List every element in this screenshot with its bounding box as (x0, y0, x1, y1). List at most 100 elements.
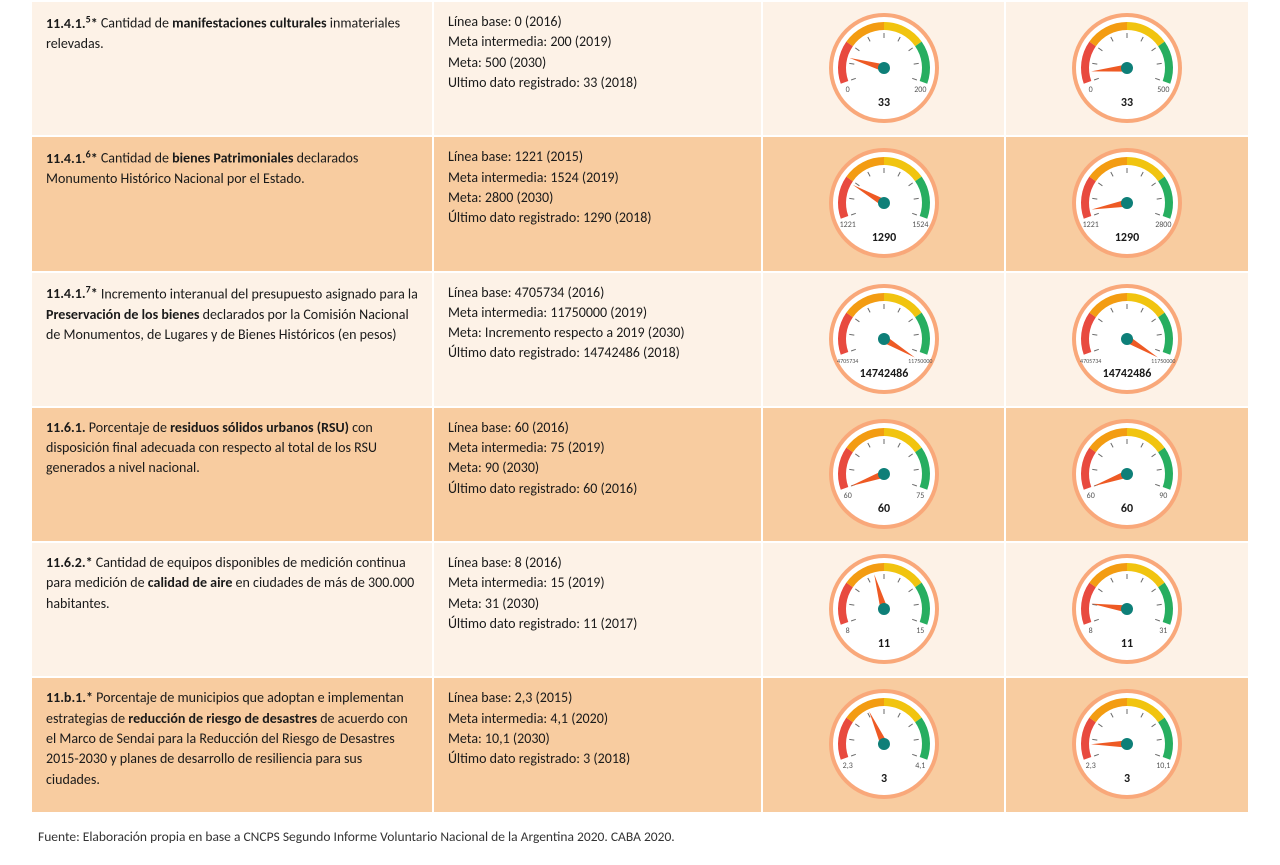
meta: Meta: 500 (2030) (448, 53, 747, 73)
meta: Meta: Incremento respecto a 2019 (2030) (448, 323, 747, 343)
indicator-code: 11.6.2. (46, 554, 86, 571)
svg-text:2,3: 2,3 (842, 762, 852, 772)
linea-base: Línea base: 2,3 (2015) (448, 688, 747, 708)
indicator-star: * (91, 15, 98, 32)
table-row: 11.4.1.5* Cantidad de manifestaciones cu… (31, 1, 1249, 136)
indicator-star: * (91, 150, 98, 167)
svg-text:60: 60 (878, 502, 890, 516)
svg-text:3: 3 (1124, 772, 1130, 786)
linea-base: Línea base: 8 (2016) (448, 553, 747, 573)
indicators-table: 11.4.1.5* Cantidad de manifestaciones cu… (30, 0, 1250, 814)
svg-text:33: 33 (878, 96, 890, 110)
gauge-icon: 2,3 10,1 3 (1062, 684, 1192, 799)
svg-text:33: 33 (1121, 96, 1133, 110)
svg-text:2,3: 2,3 (1086, 762, 1096, 772)
gauge-final: 0 500 33 (1005, 1, 1249, 136)
ultimo-dato: Último dato registrado: 1290 (2018) (448, 208, 747, 228)
svg-text:90: 90 (1159, 491, 1167, 501)
gauge-intermediate: 60 75 60 (762, 407, 1006, 542)
svg-text:500: 500 (1157, 85, 1169, 95)
svg-text:1290: 1290 (1115, 231, 1139, 245)
gauge-icon: 8 15 11 (819, 549, 949, 664)
gauge-final: 8 31 11 (1005, 542, 1249, 677)
meta: Meta: 90 (2030) (448, 458, 747, 478)
table-row: 11.6.1. Porcentaje de residuos sólidos u… (31, 407, 1249, 542)
svg-text:2800: 2800 (1155, 220, 1171, 230)
gauge-icon: 8 31 11 (1062, 549, 1192, 664)
indicator-metrics: Línea base: 60 (2016)Meta intermedia: 75… (433, 407, 762, 542)
svg-text:4,1: 4,1 (915, 762, 925, 772)
desc-bold: calidad de aire (148, 574, 233, 591)
gauge-icon: 4705734 11750000 14742486 (819, 279, 949, 394)
indicator-star: * (86, 554, 93, 571)
svg-text:8: 8 (845, 626, 849, 636)
desc-pre: Cantidad de (98, 15, 172, 32)
gauge-final: 4705734 11750000 14742486 (1005, 272, 1249, 407)
svg-text:3: 3 (881, 772, 887, 786)
svg-text:11750000: 11750000 (908, 357, 932, 365)
svg-text:14742486: 14742486 (859, 367, 908, 381)
svg-text:11: 11 (1121, 637, 1133, 651)
svg-text:1221: 1221 (839, 220, 855, 230)
indicator-metrics: Línea base: 1221 (2015)Meta intermedia: … (433, 136, 762, 271)
svg-text:60: 60 (843, 491, 851, 501)
gauge-intermediate: 4705734 11750000 14742486 (762, 272, 1006, 407)
meta: Meta: 10,1 (2030) (448, 729, 747, 749)
gauge-intermediate: 2,3 4,1 3 (762, 677, 1006, 812)
meta-intermedia: Meta intermedia: 75 (2019) (448, 438, 747, 458)
linea-base: Línea base: 4705734 (2016) (448, 283, 747, 303)
svg-text:60: 60 (1087, 491, 1095, 501)
svg-text:11750000: 11750000 (1151, 357, 1175, 365)
svg-text:75: 75 (916, 491, 924, 501)
indicator-description: 11.4.1.7* Incremento interanual del pres… (31, 272, 433, 407)
linea-base: Línea base: 0 (2016) (448, 12, 747, 32)
indicator-description: 11.4.1.5* Cantidad de manifestaciones cu… (31, 1, 433, 136)
meta: Meta: 2800 (2030) (448, 188, 747, 208)
svg-text:4705734: 4705734 (1080, 357, 1101, 365)
gauge-final: 60 90 60 (1005, 407, 1249, 542)
indicator-metrics: Línea base: 8 (2016)Meta intermedia: 15 … (433, 542, 762, 677)
gauge-icon: 0 200 33 (819, 8, 949, 123)
ultimo-dato: Ultimo dato registrado: 33 (2018) (448, 73, 747, 93)
svg-text:10,1: 10,1 (1156, 762, 1170, 772)
svg-text:11: 11 (878, 637, 890, 651)
indicator-metrics: Línea base: 2,3 (2015)Meta intermedia: 4… (433, 677, 762, 812)
desc-pre: Incremento interanual del presupuesto as… (98, 285, 418, 302)
desc-bold: manifestaciones culturales (172, 15, 327, 32)
gauge-intermediate: 8 15 11 (762, 542, 1006, 677)
desc-bold: reducción de riesgo de desastres (128, 710, 317, 727)
desc-bold: Preservación de los bienes (46, 306, 199, 323)
svg-text:0: 0 (845, 85, 849, 95)
gauge-icon: 60 75 60 (819, 414, 949, 529)
svg-text:60: 60 (1121, 502, 1133, 516)
ultimo-dato: Último dato registrado: 11 (2017) (448, 614, 747, 634)
indicator-description: 11.6.1. Porcentaje de residuos sólidos u… (31, 407, 433, 542)
gauge-icon: 1221 2800 1290 (1062, 143, 1192, 258)
indicator-description: 11.6.2.* Cantidad de equipos disponibles… (31, 542, 433, 677)
indicator-code: 11.4.1. (46, 15, 86, 32)
gauge-intermediate: 1221 1524 1290 (762, 136, 1006, 271)
svg-text:14742486: 14742486 (1103, 367, 1152, 381)
svg-text:31: 31 (1159, 626, 1167, 636)
indicator-metrics: Línea base: 4705734 (2016)Meta intermedi… (433, 272, 762, 407)
ultimo-dato: Último dato registrado: 60 (2016) (448, 479, 747, 499)
indicator-star: * (86, 689, 93, 706)
svg-text:200: 200 (914, 85, 926, 95)
indicator-description: 11.b.1.* Porcentaje de municipios que ad… (31, 677, 433, 812)
meta-intermedia: Meta intermedia: 15 (2019) (448, 573, 747, 593)
meta-intermedia: Meta intermedia: 200 (2019) (448, 32, 747, 52)
svg-text:1524: 1524 (912, 220, 928, 230)
indicator-description: 11.4.1.6* Cantidad de bienes Patrimonial… (31, 136, 433, 271)
svg-text:1290: 1290 (871, 231, 895, 245)
source-note: Fuente: Elaboración propia en base a CNC… (30, 814, 1250, 845)
meta-intermedia: Meta intermedia: 1524 (2019) (448, 168, 747, 188)
gauge-icon: 4705734 11750000 14742486 (1062, 279, 1192, 394)
meta: Meta: 31 (2030) (448, 594, 747, 614)
desc-bold: residuos sólidos urbanos (RSU) (170, 419, 349, 436)
desc-bold: bienes Patrimoniales (172, 150, 293, 167)
indicator-code: 11.b.1. (46, 689, 86, 706)
table-row: 11.6.2.* Cantidad de equipos disponibles… (31, 542, 1249, 677)
desc-pre: Cantidad de (98, 150, 172, 167)
ultimo-dato: Último dato registrado: 3 (2018) (448, 749, 747, 769)
ultimo-dato: Último dato registrado: 14742486 (2018) (448, 343, 747, 363)
